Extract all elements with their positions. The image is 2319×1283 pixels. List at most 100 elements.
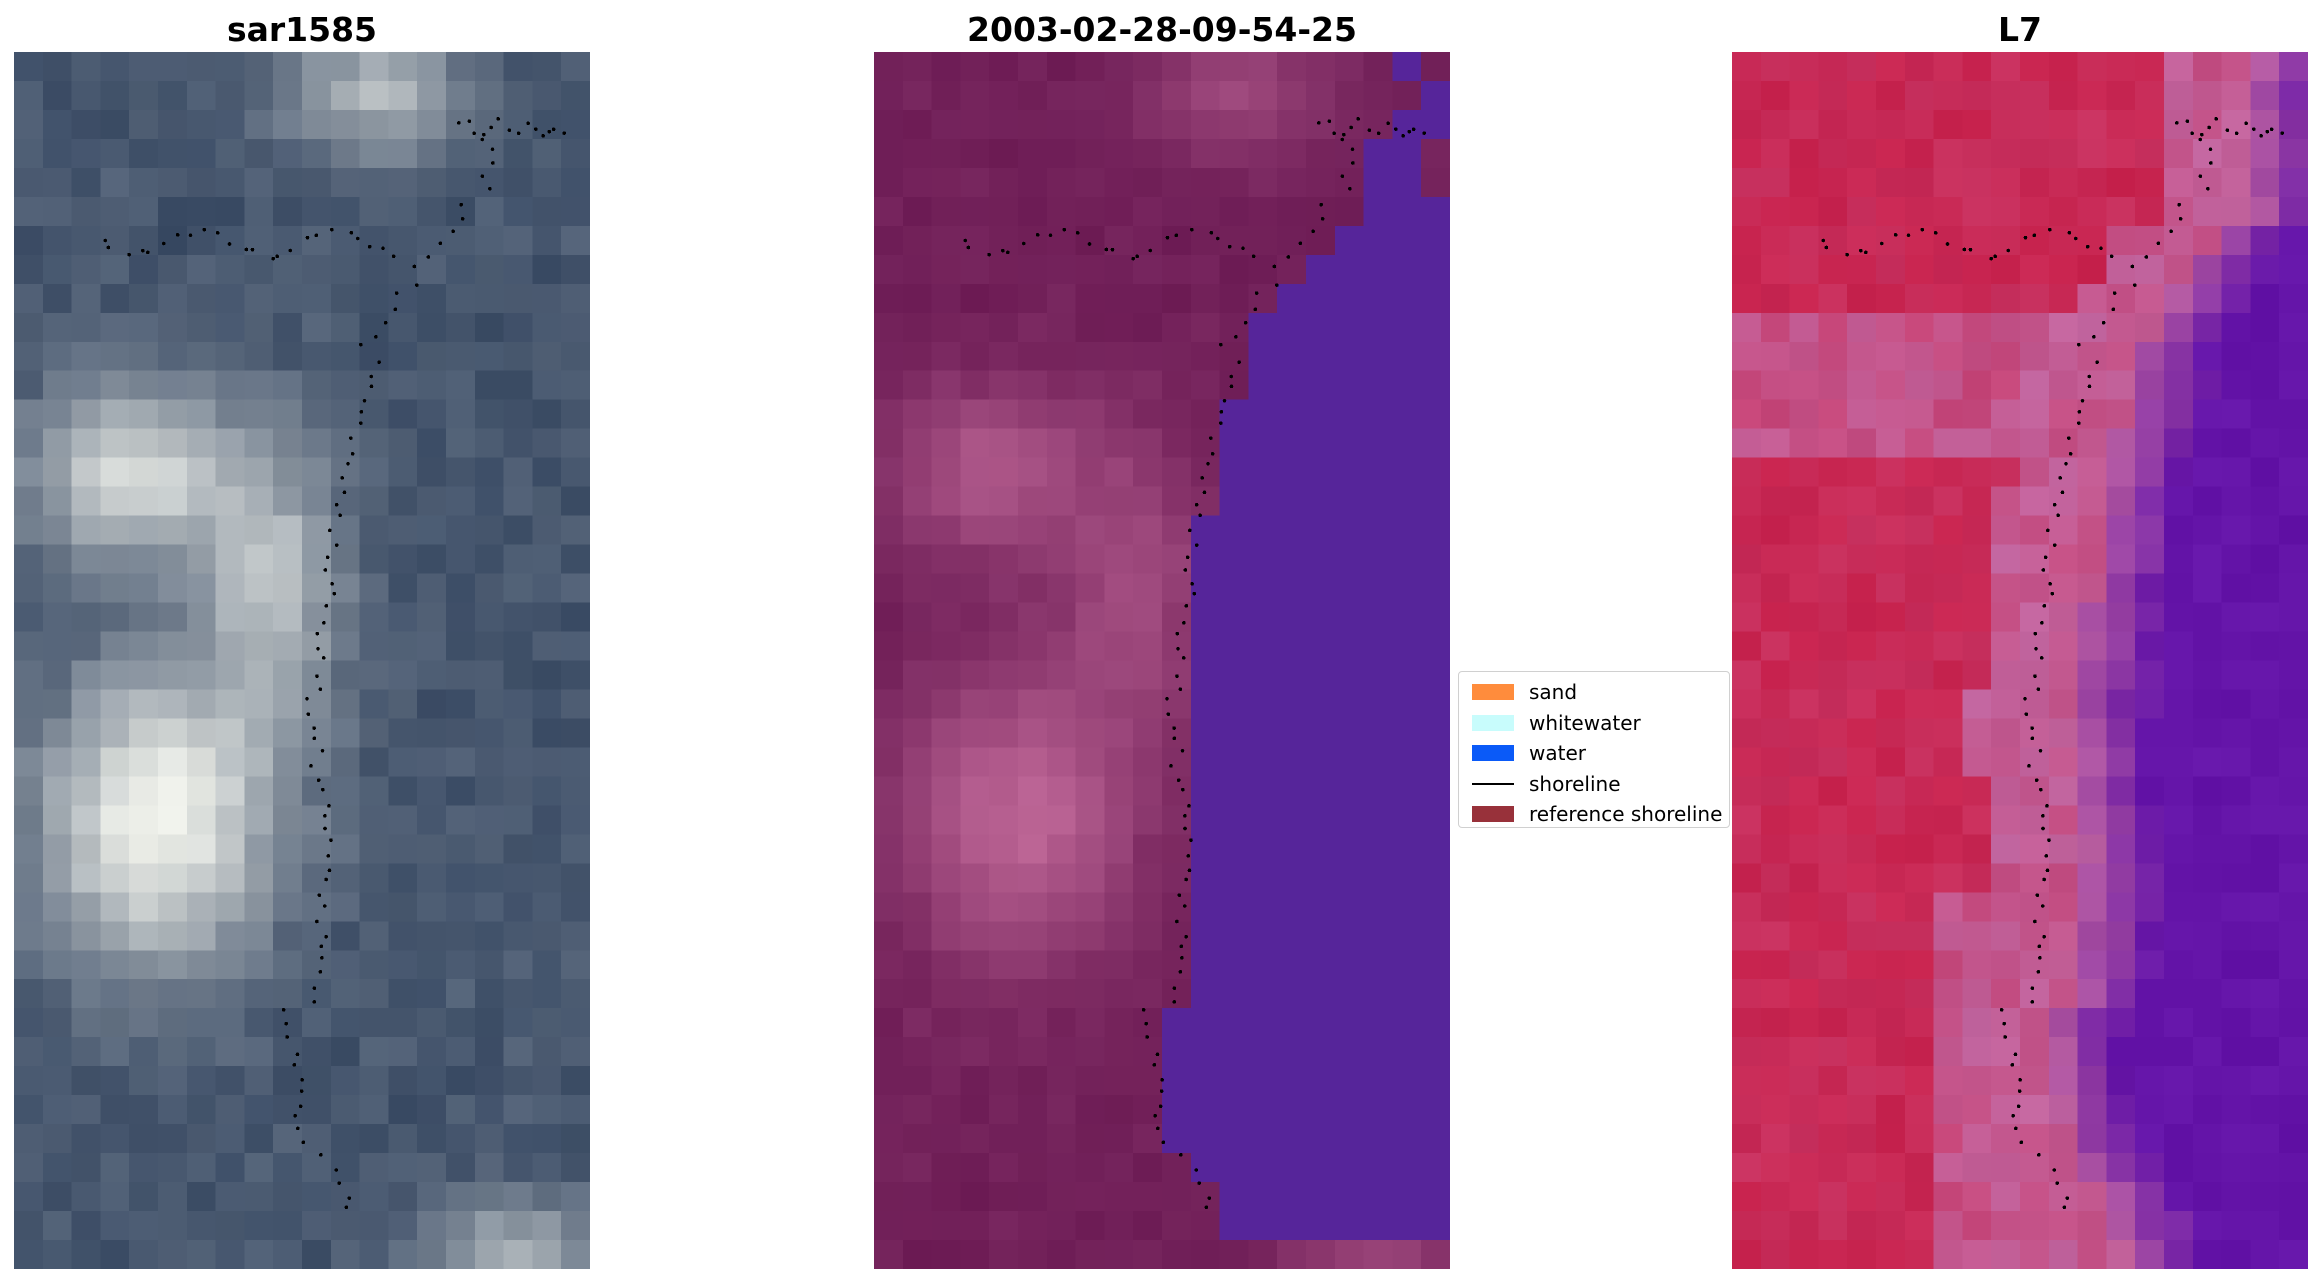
pixel bbox=[1818, 979, 1848, 1009]
pixel bbox=[42, 428, 73, 459]
pixel bbox=[388, 892, 418, 922]
pixel bbox=[388, 167, 418, 198]
pixel bbox=[1334, 225, 1365, 256]
pixel bbox=[474, 921, 505, 951]
pixel bbox=[2192, 834, 2223, 864]
pixel bbox=[532, 573, 562, 604]
pixel bbox=[1421, 399, 1450, 430]
pixel bbox=[989, 1240, 1019, 1269]
pixel bbox=[2135, 834, 2165, 864]
pixel bbox=[1789, 486, 1819, 517]
pixel bbox=[532, 80, 562, 111]
pixel bbox=[158, 312, 188, 343]
pixel bbox=[902, 747, 933, 778]
pixel bbox=[1789, 631, 1819, 662]
pixel bbox=[503, 979, 533, 1009]
pixel bbox=[1962, 52, 1992, 82]
pixel bbox=[1760, 457, 1791, 488]
pixel bbox=[1018, 660, 1048, 691]
pixel bbox=[42, 863, 73, 893]
pixel bbox=[474, 1153, 505, 1183]
pixel bbox=[2106, 109, 2136, 140]
pixel bbox=[2164, 1124, 2194, 1154]
pixel bbox=[2221, 399, 2251, 430]
shoreline-point bbox=[963, 238, 968, 243]
pixel bbox=[1277, 457, 1307, 488]
pixel bbox=[129, 370, 159, 401]
shoreline-point bbox=[2045, 804, 2049, 808]
pixel bbox=[1962, 776, 1992, 806]
pixel bbox=[2135, 892, 2165, 922]
pixel bbox=[1392, 1211, 1422, 1241]
shoreline-point bbox=[346, 462, 350, 466]
pixel bbox=[503, 950, 533, 980]
shoreline-point bbox=[2043, 555, 2048, 560]
pixel bbox=[474, 863, 505, 893]
shoreline-point bbox=[1183, 904, 1187, 908]
pixel bbox=[215, 1066, 245, 1096]
pixel bbox=[1162, 167, 1192, 198]
shoreline-point bbox=[1194, 1168, 1198, 1172]
pixel bbox=[2164, 805, 2194, 835]
pixel bbox=[1190, 921, 1221, 951]
pixel bbox=[989, 1153, 1019, 1183]
pixel bbox=[330, 1124, 361, 1154]
shoreline-point bbox=[318, 687, 323, 691]
pixel bbox=[1991, 1211, 2021, 1241]
pixel bbox=[388, 399, 418, 430]
pixel bbox=[902, 196, 933, 227]
pixel bbox=[215, 109, 245, 140]
pixel bbox=[1876, 544, 1906, 575]
legend-item-shoreline: shoreline bbox=[1467, 769, 1721, 800]
pixel bbox=[1876, 428, 1906, 459]
pixel bbox=[931, 1153, 961, 1183]
pixel bbox=[989, 892, 1019, 922]
pixel bbox=[2077, 1124, 2107, 1154]
pixel bbox=[2250, 863, 2280, 893]
pixel bbox=[1732, 1182, 1762, 1212]
pixel bbox=[1162, 196, 1192, 227]
pixel bbox=[1219, 1153, 1249, 1183]
pixel bbox=[2106, 370, 2136, 401]
pixel bbox=[2020, 486, 2050, 517]
pixel bbox=[1306, 515, 1336, 546]
pixel bbox=[1876, 196, 1906, 227]
pixel bbox=[1334, 370, 1365, 401]
pixel bbox=[2077, 486, 2107, 517]
pixel bbox=[1847, 1066, 1877, 1096]
pixel bbox=[302, 1153, 332, 1183]
pixel bbox=[1847, 834, 1877, 864]
pixel bbox=[1876, 109, 1906, 140]
pixel bbox=[129, 776, 159, 806]
pixel bbox=[1104, 167, 1134, 198]
pixel bbox=[1219, 196, 1249, 227]
pixel bbox=[2135, 573, 2165, 604]
pixel bbox=[989, 196, 1019, 227]
pixel bbox=[1162, 428, 1192, 459]
pixel bbox=[14, 457, 44, 488]
pixel bbox=[42, 515, 73, 546]
pixel bbox=[417, 1037, 447, 1067]
pixel bbox=[1991, 52, 2021, 82]
pixel bbox=[561, 80, 590, 111]
pixel bbox=[2164, 225, 2194, 256]
pixel bbox=[2221, 486, 2251, 517]
pixel bbox=[902, 950, 933, 980]
pixel bbox=[2164, 892, 2194, 922]
pixel bbox=[244, 950, 274, 980]
pixel bbox=[503, 428, 533, 459]
pixel bbox=[989, 1095, 1019, 1125]
pixel bbox=[989, 718, 1019, 749]
pixel bbox=[2135, 283, 2165, 314]
pixel bbox=[186, 196, 217, 227]
pixel bbox=[1789, 544, 1819, 575]
pixel bbox=[474, 370, 505, 401]
pixel bbox=[1277, 196, 1307, 227]
pixel bbox=[1363, 167, 1393, 198]
pixel bbox=[1334, 950, 1365, 980]
pixel bbox=[1732, 399, 1762, 430]
pixel bbox=[474, 747, 505, 778]
pixel bbox=[989, 573, 1019, 604]
pixel bbox=[1789, 254, 1819, 285]
legend-item-reference-shoreline: reference shoreline bbox=[1467, 799, 1722, 830]
